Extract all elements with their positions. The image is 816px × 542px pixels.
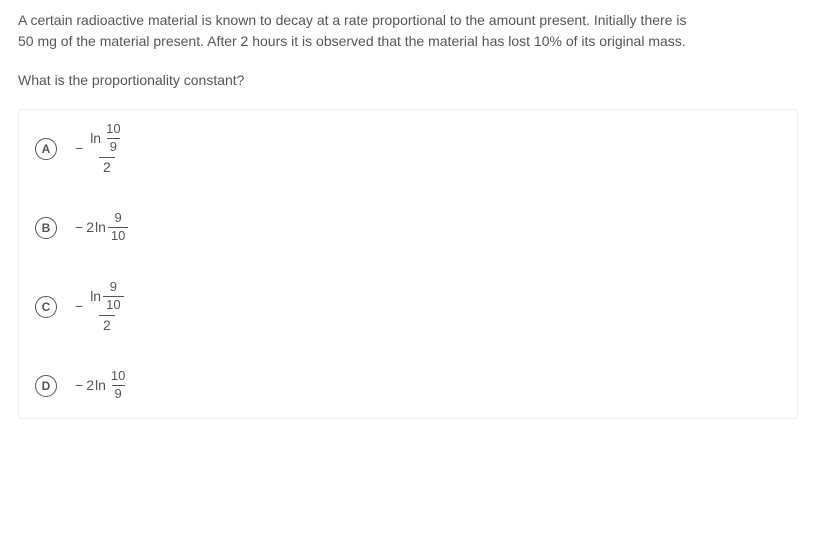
outer-denominator: 2 <box>99 315 115 333</box>
inner-den: 9 <box>112 385 125 402</box>
option-d[interactable]: D − 2 ln 10 9 <box>35 369 781 402</box>
option-d-letter: D <box>35 375 57 397</box>
inner-den: 9 <box>107 138 120 155</box>
ln-label: ln <box>90 131 101 146</box>
outer-numerator: ln 9 10 <box>86 280 127 315</box>
inner-num: 10 <box>108 369 128 385</box>
coef-two: 2 <box>86 217 94 238</box>
ln-label: ln <box>95 217 106 238</box>
inner-num: 9 <box>107 280 120 296</box>
outer-numerator: ln 10 9 <box>86 122 127 157</box>
inner-den: 10 <box>103 296 123 313</box>
minus-sign: − <box>75 217 83 238</box>
option-b[interactable]: B − 2 ln 9 10 <box>35 211 781 244</box>
problem-line-2: 50 mg of the material present. After 2 h… <box>18 31 798 52</box>
inner-fraction: 10 9 <box>108 369 128 402</box>
option-c[interactable]: C − ln 9 10 2 <box>35 280 781 333</box>
option-d-expression: − 2 ln 10 9 <box>75 369 128 402</box>
options-container: A − ln 10 9 2 B − 2 ln 9 10 <box>18 109 798 419</box>
option-b-expression: − 2 ln 9 10 <box>75 211 128 244</box>
outer-fraction: ln 10 9 2 <box>86 122 127 175</box>
option-a[interactable]: A − ln 10 9 2 <box>35 122 781 175</box>
inner-den: 10 <box>108 227 128 244</box>
problem-statement: A certain radioactive material is known … <box>18 10 798 52</box>
inner-fraction: 10 9 <box>103 122 123 155</box>
ln-label: ln <box>95 375 106 396</box>
inner-fraction: 9 10 <box>103 280 123 313</box>
option-c-letter: C <box>35 296 57 318</box>
problem-line-1: A certain radioactive material is known … <box>18 10 798 31</box>
inner-num: 10 <box>103 122 123 138</box>
ln-label: ln <box>90 289 101 304</box>
coef-two: 2 <box>86 375 94 396</box>
minus-sign: − <box>75 296 83 317</box>
option-a-letter: A <box>35 138 57 160</box>
minus-sign: − <box>75 375 83 396</box>
option-b-letter: B <box>35 217 57 239</box>
inner-num: 9 <box>112 211 125 227</box>
inner-fraction: 9 10 <box>108 211 128 244</box>
option-c-expression: − ln 9 10 2 <box>75 280 128 333</box>
outer-fraction: ln 9 10 2 <box>86 280 127 333</box>
minus-sign: − <box>75 138 83 159</box>
question-text: What is the proportionality constant? <box>18 70 798 91</box>
outer-denominator: 2 <box>99 157 115 175</box>
option-a-expression: − ln 10 9 2 <box>75 122 128 175</box>
